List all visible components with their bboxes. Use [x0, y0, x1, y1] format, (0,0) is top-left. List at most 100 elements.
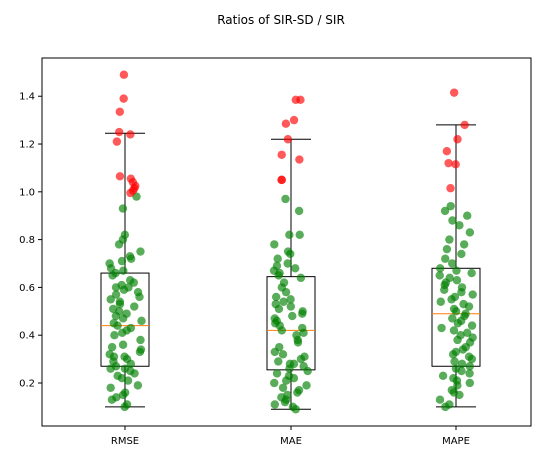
inlier-point — [122, 309, 131, 318]
inlier-point — [136, 247, 145, 256]
inlier-point — [451, 347, 461, 357]
inlier-point — [288, 402, 298, 412]
inlier-point — [118, 340, 128, 349]
plot-area — [100, 70, 481, 414]
inlier-point — [291, 264, 300, 273]
inlier-point — [449, 326, 459, 335]
inlier-point — [435, 395, 445, 404]
inlier-point — [448, 314, 457, 323]
inlier-point — [446, 201, 455, 211]
inlier-point — [105, 350, 114, 359]
outlier-point — [112, 137, 122, 146]
outlier-point — [451, 160, 460, 169]
y-tick-label: 1.0 — [19, 187, 35, 198]
inlier-point — [285, 359, 295, 369]
inlier-point — [459, 240, 469, 249]
inlier-point — [456, 330, 465, 340]
inlier-point — [468, 290, 477, 299]
inlier-point — [125, 252, 135, 261]
inlier-point — [270, 240, 279, 249]
inlier-point — [292, 330, 301, 340]
inlier-point — [273, 254, 282, 263]
inlier-point — [118, 204, 128, 213]
inlier-point — [119, 266, 128, 275]
outlier-point — [283, 135, 293, 144]
inlier-point — [465, 369, 474, 378]
inlier-point — [450, 292, 460, 302]
inlier-point — [285, 230, 294, 240]
inlier-point — [272, 261, 282, 271]
inlier-point — [467, 321, 477, 330]
inlier-point — [271, 292, 281, 302]
outlier-point — [115, 127, 124, 137]
inlier-point — [435, 271, 444, 280]
outlier-point — [444, 158, 453, 168]
inlier-point — [296, 273, 306, 283]
outlier-point — [115, 107, 125, 116]
inlier-point — [113, 371, 122, 381]
outlier-point — [453, 135, 462, 144]
inlier-point — [452, 266, 461, 275]
inlier-point — [107, 342, 117, 352]
inlier-point — [105, 259, 114, 268]
axes-frame — [41, 57, 532, 427]
y-tick-label: 0.6 — [19, 283, 35, 294]
inlier-point — [467, 268, 476, 278]
inlier-point — [137, 316, 146, 326]
inlier-point — [130, 302, 139, 311]
inlier-point — [441, 254, 450, 263]
inlier-point — [452, 276, 462, 285]
inlier-point — [464, 352, 474, 361]
inlier-point — [286, 302, 295, 311]
inlier-point — [436, 297, 445, 306]
y-tick-label: 0.2 — [19, 378, 35, 389]
inlier-point — [284, 371, 294, 381]
outlier-point — [289, 115, 299, 125]
inlier-point — [270, 378, 279, 388]
outlier-point — [126, 188, 135, 198]
y-tick-label: 1.2 — [19, 140, 35, 151]
outlier-point — [126, 130, 135, 139]
inlier-point — [279, 297, 288, 306]
inlier-point — [115, 297, 125, 306]
inlier-point — [271, 299, 280, 309]
inlier-point — [448, 216, 457, 225]
chart-title: Ratios of SIR-SD / SIR — [217, 13, 345, 27]
inlier-point — [449, 374, 458, 383]
inlier-point — [270, 400, 280, 409]
outlier-point — [295, 155, 304, 164]
y-tick-label: 1.4 — [19, 92, 35, 103]
box-mae — [266, 95, 316, 414]
inlier-point — [270, 314, 279, 323]
inlier-point — [468, 333, 477, 342]
inlier-point — [300, 352, 309, 361]
inlier-point — [288, 311, 297, 321]
outlier-point — [281, 119, 291, 128]
inlier-point — [459, 299, 468, 309]
inlier-point — [111, 290, 121, 299]
inlier-point — [272, 369, 282, 378]
inlier-point — [457, 359, 467, 369]
inlier-point — [125, 276, 135, 285]
inlier-point — [278, 350, 288, 359]
inlier-point — [445, 400, 454, 409]
inlier-point — [451, 364, 461, 373]
x-tick-label-mae: MAE — [280, 436, 302, 447]
inlier-point — [136, 345, 146, 354]
inlier-point — [275, 342, 284, 352]
inlier-point — [283, 390, 292, 400]
outlier-point — [119, 94, 128, 103]
inlier-point — [121, 388, 130, 397]
y-tick-label: 0.8 — [19, 235, 35, 246]
inlier-point — [283, 247, 293, 256]
inlier-point — [117, 256, 127, 266]
x-tick-label-rmse: RMSE — [111, 436, 139, 447]
y-tick-label: 0.4 — [19, 331, 35, 342]
inlier-point — [435, 264, 445, 273]
inlier-point — [109, 304, 118, 314]
outlier-point — [119, 70, 129, 79]
outlier-point — [291, 95, 300, 105]
inlier-point — [461, 309, 470, 318]
outlier-point — [460, 120, 469, 130]
